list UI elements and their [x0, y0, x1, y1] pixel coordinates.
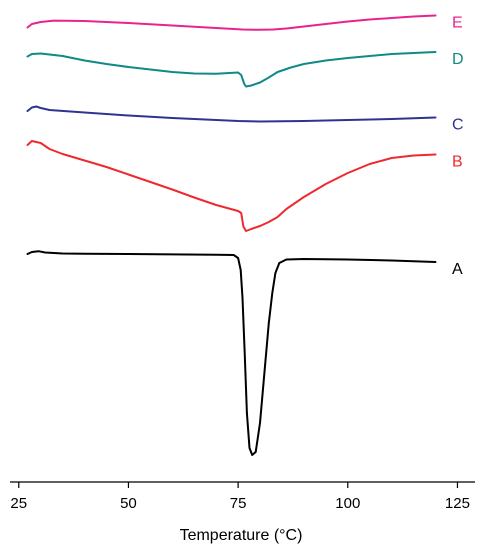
series-label-a: A — [452, 261, 463, 278]
x-tick-label-100: 100 — [335, 495, 360, 512]
series-line-b — [26, 140, 437, 232]
x-axis-label: Temperature (°C) — [180, 527, 303, 544]
series-label-b: B — [452, 154, 463, 171]
series-line-e — [26, 14, 437, 31]
x-axis-ticks: 25 50 75 100 125 — [10, 482, 470, 512]
series-label-c: C — [452, 117, 464, 134]
x-tick-label-125: 125 — [445, 495, 470, 512]
series-line-d — [26, 51, 437, 88]
x-tick-label-25: 25 — [10, 495, 27, 512]
series-label-e: E — [452, 15, 463, 32]
series-line-a — [26, 250, 437, 456]
series-line-c — [26, 105, 437, 123]
series-label-d: D — [452, 51, 464, 68]
x-tick-label-75: 75 — [230, 495, 247, 512]
x-tick-label-50: 50 — [120, 495, 137, 512]
series-layer: E D C B A — [26, 14, 464, 456]
